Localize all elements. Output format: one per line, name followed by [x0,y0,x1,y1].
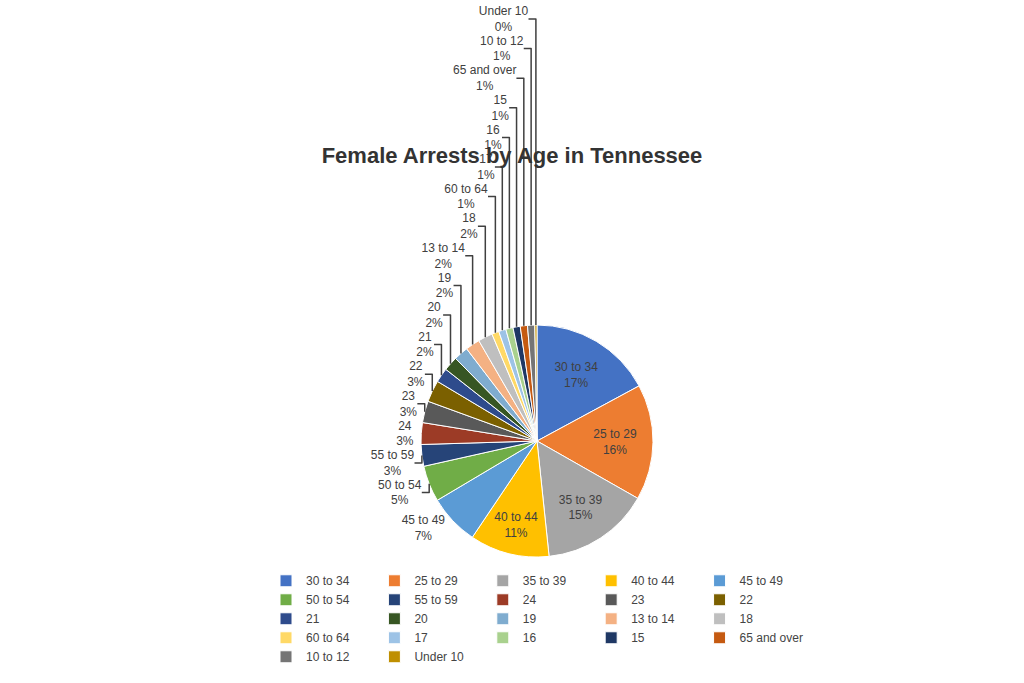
svg-text:55 to 59: 55 to 59 [414,593,458,607]
svg-text:35 to 39: 35 to 39 [523,574,567,588]
svg-text:Under 100%: Under 100% [479,4,529,34]
svg-text:45 to 49: 45 to 49 [740,574,784,588]
svg-text:65 and over: 65 and over [740,631,803,645]
svg-text:40 to 4411%: 40 to 4411% [494,510,538,540]
svg-text:24: 24 [523,593,537,607]
svg-text:50 to 54: 50 to 54 [306,593,350,607]
svg-text:17: 17 [414,631,428,645]
svg-text:182%: 182% [460,211,478,241]
svg-text:13 to 14: 13 to 14 [631,612,675,626]
svg-text:30 to 3417%: 30 to 3417% [554,360,598,390]
svg-text:45 to 497%: 45 to 497% [402,513,446,543]
svg-text:25 to 2916%: 25 to 2916% [593,427,637,457]
svg-text:40 to 44: 40 to 44 [631,574,675,588]
svg-text:30 to 34: 30 to 34 [306,574,350,588]
svg-text:22: 22 [740,593,754,607]
svg-text:13 to 142%: 13 to 142% [422,241,466,271]
svg-text:55 to 593%: 55 to 593% [371,448,415,478]
svg-text:23: 23 [631,593,645,607]
svg-text:21: 21 [306,612,320,626]
svg-text:223%: 223% [407,359,425,389]
svg-text:171%: 171% [477,152,495,182]
svg-text:60 to 641%: 60 to 641% [444,182,488,212]
svg-text:65 and over1%: 65 and over1% [453,63,516,93]
svg-text:20: 20 [414,612,428,626]
svg-text:35 to 3915%: 35 to 3915% [559,493,603,523]
svg-text:243%: 243% [396,419,414,449]
svg-text:15: 15 [631,631,645,645]
svg-text:25 to 29: 25 to 29 [414,574,458,588]
svg-text:202%: 202% [425,300,443,330]
svg-text:161%: 161% [484,123,502,153]
svg-text:60 to 64: 60 to 64 [306,631,350,645]
svg-text:10 to 121%: 10 to 121% [480,34,524,64]
svg-text:19: 19 [523,612,537,626]
svg-text:151%: 151% [491,93,509,123]
svg-text:10 to 12: 10 to 12 [306,650,350,664]
svg-text:16: 16 [523,631,537,645]
svg-text:Under 10: Under 10 [414,650,464,664]
svg-text:50 to 545%: 50 to 545% [378,478,422,508]
svg-text:192%: 192% [436,271,454,301]
svg-text:212%: 212% [416,330,434,360]
svg-text:Female Arrests by Age in Tenne: Female Arrests by Age in Tennessee [322,143,703,168]
svg-text:233%: 233% [400,389,418,419]
svg-text:18: 18 [740,612,754,626]
